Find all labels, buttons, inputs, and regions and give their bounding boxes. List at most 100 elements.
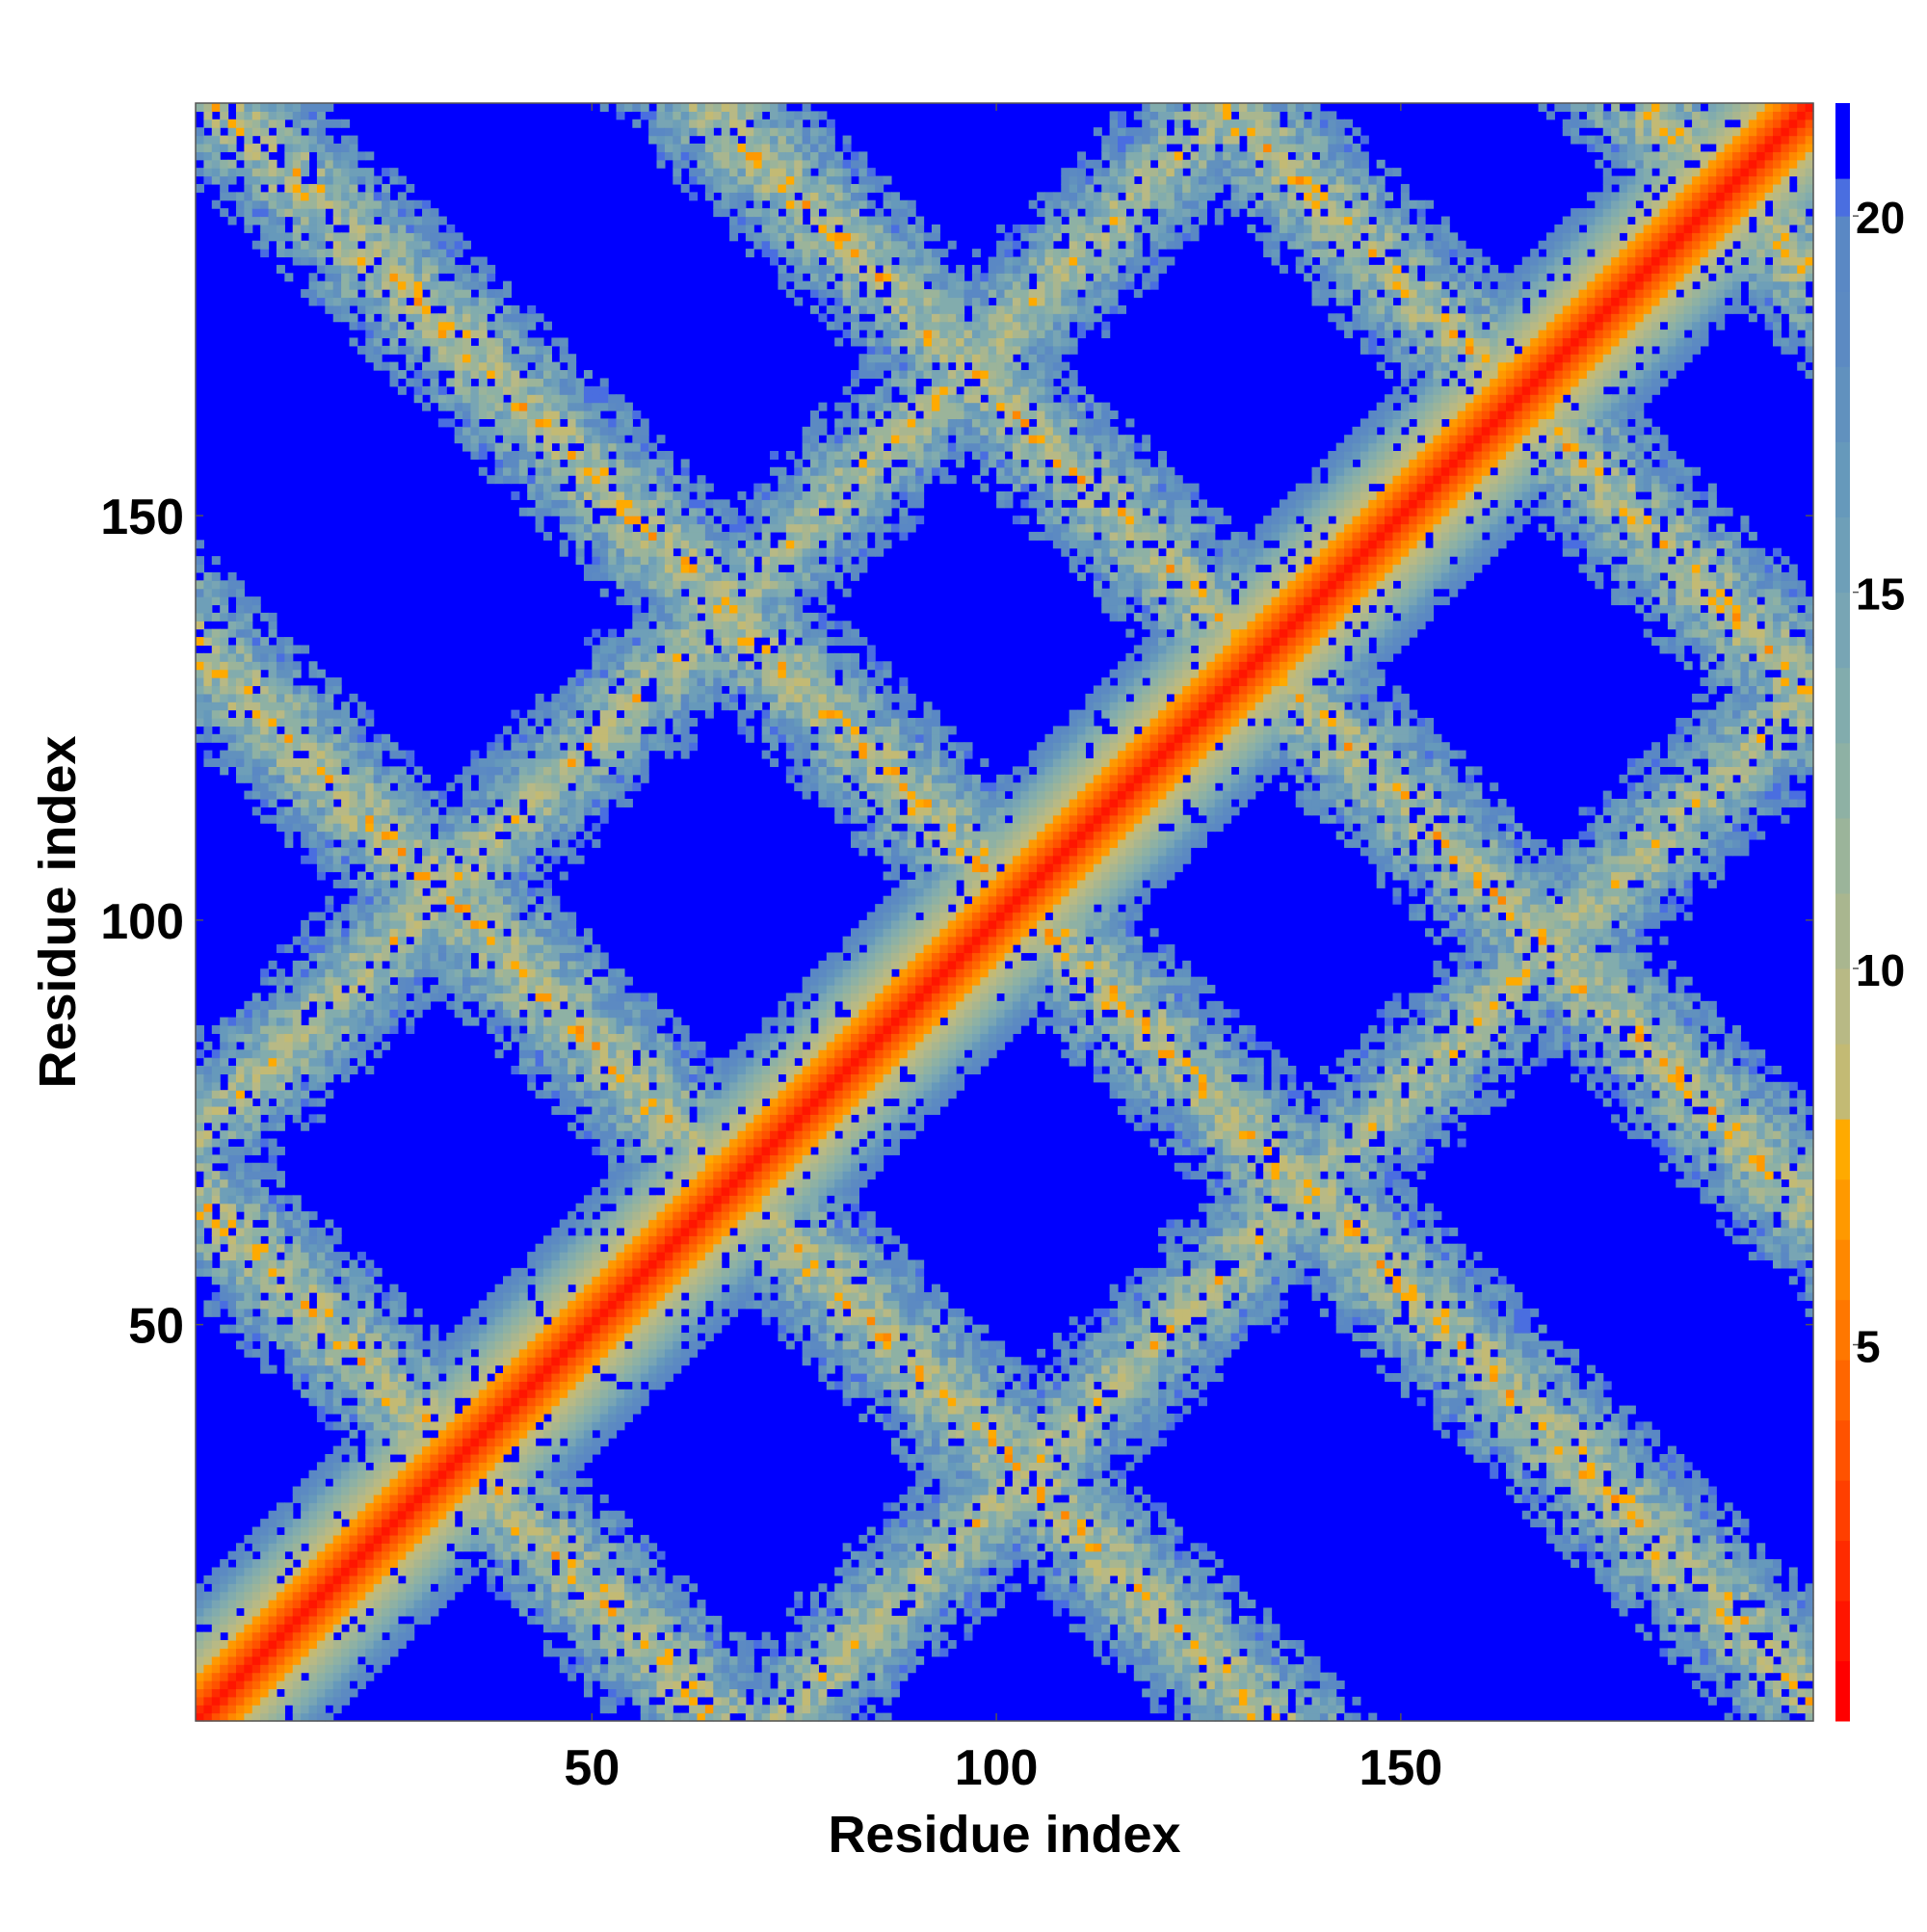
heatmap-cell xyxy=(332,1664,342,1674)
heatmap-cell xyxy=(511,952,520,962)
heatmap-cell xyxy=(462,1494,472,1503)
heatmap-cell xyxy=(583,1284,593,1293)
heatmap-cell xyxy=(349,183,358,193)
heatmap-cell xyxy=(511,1543,520,1552)
heatmap-cell xyxy=(235,1631,245,1641)
heatmap-cell xyxy=(292,127,302,137)
heatmap-cell xyxy=(308,1631,318,1641)
heatmap-cell xyxy=(251,1624,261,1633)
heatmap-cell xyxy=(316,1559,326,1569)
heatmap-cell xyxy=(518,1469,528,1479)
heatmap-cell xyxy=(413,354,423,363)
heatmap-cell xyxy=(542,904,552,913)
heatmap-cell xyxy=(316,1381,326,1390)
heatmap-cell xyxy=(430,1502,439,1512)
heatmap-cell xyxy=(599,1389,609,1398)
heatmap-cell xyxy=(413,1453,423,1463)
heatmap-cell xyxy=(454,385,463,395)
heatmap-cell xyxy=(308,1235,318,1245)
heatmap-cell xyxy=(551,1502,561,1512)
heatmap-cell xyxy=(332,1397,342,1407)
heatmap-cell xyxy=(446,1373,456,1383)
heatmap-cell xyxy=(382,1009,391,1019)
heatmap-cell xyxy=(251,1162,261,1172)
heatmap-cell xyxy=(575,1615,585,1625)
heatmap-cell xyxy=(292,1696,302,1706)
heatmap-cell xyxy=(494,1519,504,1528)
heatmap-cell xyxy=(542,1550,552,1560)
heatmap-cell xyxy=(430,1534,439,1544)
heatmap-cell xyxy=(575,1550,585,1560)
heatmap-cell xyxy=(568,985,577,994)
heatmap-cell xyxy=(316,240,326,250)
heatmap-cell xyxy=(341,968,351,978)
heatmap-cell xyxy=(503,361,512,371)
heatmap-cell xyxy=(454,807,463,816)
heatmap-cell xyxy=(389,814,399,824)
heatmap-cell xyxy=(503,855,512,864)
heatmap-cell xyxy=(196,1688,204,1698)
heatmap-cell xyxy=(227,135,237,145)
heatmap-cell xyxy=(292,1066,302,1074)
heatmap-cell xyxy=(551,1235,561,1245)
heatmap-cell xyxy=(292,1526,302,1536)
heatmap-cell xyxy=(462,814,472,824)
heatmap-cell xyxy=(308,1333,318,1342)
heatmap-cell xyxy=(196,1073,204,1083)
heatmap-cell xyxy=(397,814,407,824)
heatmap-cell xyxy=(462,264,472,274)
heatmap-cell xyxy=(220,1681,229,1690)
heatmap-cell xyxy=(518,1357,528,1366)
heatmap-cell xyxy=(592,1227,601,1236)
heatmap-cell xyxy=(406,1333,415,1342)
heatmap-cell xyxy=(356,1543,366,1552)
heatmap-cell xyxy=(503,1543,512,1552)
heatmap-cell xyxy=(592,1333,601,1342)
heatmap-cell xyxy=(325,863,334,873)
heatmap-cell xyxy=(559,426,568,436)
heatmap-cell xyxy=(406,919,415,929)
heatmap-cell xyxy=(478,823,488,833)
heatmap-cell xyxy=(583,1292,593,1302)
heatmap-cell xyxy=(462,1405,472,1415)
heatmap-cell xyxy=(382,919,391,929)
heatmap-cell xyxy=(559,960,568,969)
heatmap-cell xyxy=(325,1033,334,1043)
heatmap-cell xyxy=(478,304,488,314)
heatmap-cell xyxy=(551,1292,561,1302)
heatmap-cell xyxy=(406,968,415,978)
heatmap-cell xyxy=(397,928,407,938)
heatmap-cell xyxy=(599,1057,609,1067)
heatmap-cell xyxy=(292,1348,302,1358)
heatmap-cell xyxy=(389,1631,399,1641)
heatmap-cell xyxy=(437,1519,447,1528)
heatmap-cell xyxy=(316,1575,326,1584)
heatmap-cell xyxy=(413,1486,423,1495)
heatmap-cell xyxy=(276,192,285,201)
heatmap-cell xyxy=(211,1154,221,1164)
heatmap-cell xyxy=(575,1502,585,1512)
heatmap-cell xyxy=(583,1672,593,1681)
heatmap-cell xyxy=(568,1057,577,1067)
heatmap-cell xyxy=(268,1550,277,1560)
heatmap-cell xyxy=(316,669,326,678)
heatmap-cell xyxy=(454,1373,463,1383)
heatmap-cell xyxy=(527,790,537,800)
heatmap-cell xyxy=(592,750,601,759)
heatmap-cell xyxy=(494,733,504,743)
heatmap-cell xyxy=(494,1413,504,1422)
heatmap-cell xyxy=(365,1631,375,1641)
heatmap-cell xyxy=(196,621,204,630)
heatmap-cell xyxy=(575,1624,585,1633)
heatmap-cell xyxy=(196,1033,204,1043)
heatmap-cell xyxy=(389,1462,399,1471)
heatmap-cell xyxy=(535,1607,544,1617)
heatmap-cell xyxy=(494,418,504,428)
heatmap-cell xyxy=(583,1308,593,1317)
heatmap-cell xyxy=(316,1252,326,1261)
heatmap-cell xyxy=(382,1534,391,1544)
heatmap-cell xyxy=(196,1591,204,1601)
heatmap-cell xyxy=(389,304,399,314)
heatmap-cell xyxy=(373,1324,383,1334)
heatmap-cell xyxy=(227,1090,237,1099)
